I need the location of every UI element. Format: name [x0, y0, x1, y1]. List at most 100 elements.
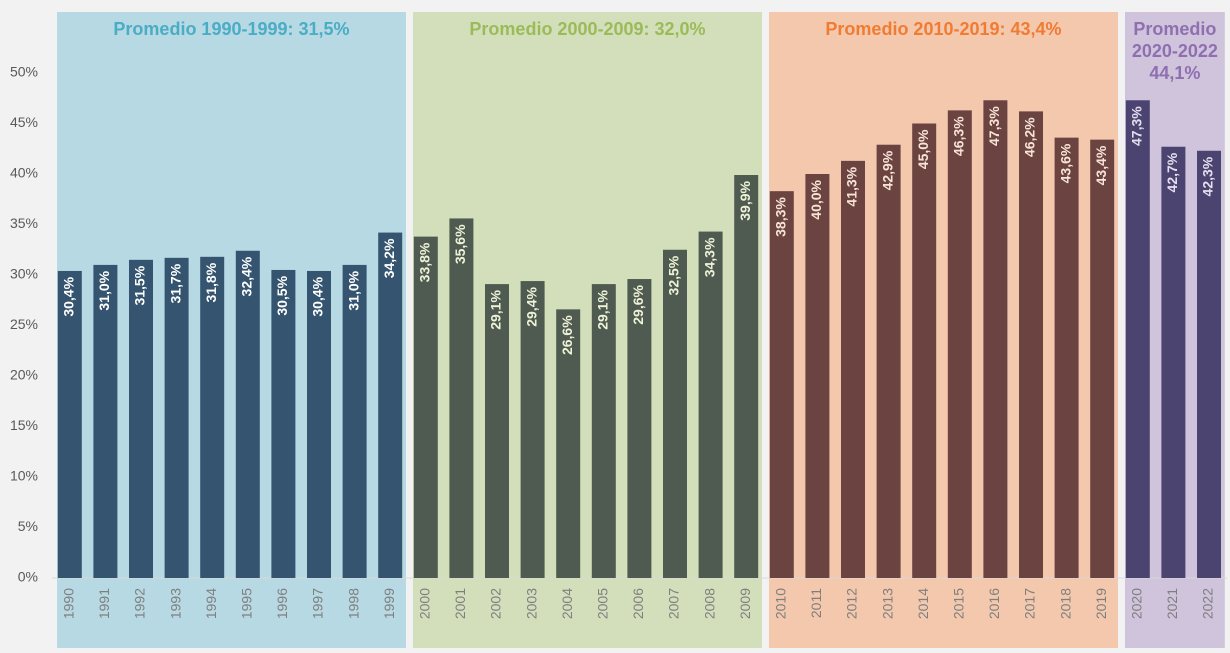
value-label: 30,4% [61, 276, 77, 316]
value-label: 45,0% [915, 129, 931, 169]
x-tick-label: 1998 [345, 588, 361, 619]
value-label: 38,3% [773, 197, 789, 237]
bar [129, 259, 153, 578]
group-title: 44,1% [1149, 63, 1200, 83]
value-label: 30,4% [310, 276, 326, 316]
value-label: 31,8% [203, 262, 219, 302]
y-tick-label: 0% [18, 569, 38, 585]
group-title: Promedio [1133, 19, 1216, 39]
x-tick-label: 2010 [773, 588, 789, 619]
x-tick-label: 2008 [701, 588, 717, 619]
value-label: 29,4% [523, 287, 539, 327]
bar [769, 191, 794, 579]
bar [698, 231, 723, 578]
x-tick-label: 1996 [274, 588, 290, 619]
bar [307, 270, 331, 578]
value-label: 34,2% [381, 238, 397, 278]
bar [876, 144, 901, 578]
value-label: 43,4% [1093, 145, 1109, 185]
x-tick-label: 2007 [666, 588, 682, 619]
value-label: 32,4% [239, 256, 255, 296]
x-tick-label: 2005 [595, 588, 611, 619]
x-tick-label: 2006 [630, 588, 646, 619]
value-label: 46,2% [1022, 117, 1038, 157]
bar [449, 218, 474, 578]
value-label: 31,7% [167, 263, 183, 303]
value-label: 33,8% [417, 242, 433, 282]
bar [841, 160, 865, 578]
y-tick-label: 50% [10, 64, 38, 80]
value-label: 26,6% [559, 315, 575, 355]
bar [1019, 111, 1043, 578]
y-tick-label: 10% [10, 468, 38, 484]
bar [1125, 100, 1150, 579]
y-tick-label: 40% [10, 165, 38, 181]
x-tick-label: 1999 [381, 588, 397, 619]
value-label: 47,3% [1129, 106, 1145, 146]
x-tick-label: 2001 [452, 588, 468, 619]
bar [983, 100, 1008, 579]
value-label: 34,3% [701, 237, 717, 277]
bar [663, 249, 687, 578]
value-label: 32,5% [666, 255, 682, 295]
bar [1197, 150, 1221, 578]
x-tick-label: 1991 [96, 588, 112, 619]
bar [413, 236, 438, 578]
value-label: 29,6% [630, 284, 646, 324]
value-label: 42,9% [879, 150, 895, 190]
x-tick-label: 1992 [132, 588, 148, 619]
y-tick-label: 35% [10, 215, 38, 231]
value-label: 41,3% [844, 166, 860, 206]
bar [734, 175, 759, 578]
bar [235, 250, 260, 578]
group-title: 2020-2022 [1132, 41, 1218, 61]
x-tick-label: 2019 [1093, 588, 1109, 619]
bar [627, 279, 652, 578]
bar [591, 284, 616, 578]
x-tick-label: 2000 [417, 588, 433, 619]
bar [485, 284, 509, 578]
bar [947, 110, 972, 579]
bar [556, 309, 581, 578]
y-tick-label: 20% [10, 367, 38, 383]
y-tick-label: 5% [18, 518, 38, 534]
bar [57, 270, 82, 578]
value-label: 29,1% [595, 290, 611, 330]
x-tick-label: 2016 [986, 588, 1002, 619]
value-label: 31,0% [345, 270, 361, 310]
y-tick-label: 25% [10, 316, 38, 332]
bar [378, 232, 403, 578]
bar [164, 257, 189, 578]
y-tick-label: 30% [10, 266, 38, 282]
bar [1161, 146, 1186, 579]
value-label: 35,6% [452, 224, 468, 264]
value-label: 31,5% [132, 265, 148, 305]
bar [1090, 139, 1115, 578]
value-label: 39,9% [737, 180, 753, 220]
bar [93, 264, 118, 578]
group-title: Promedio 2000-2009: 32,0% [469, 19, 705, 39]
x-tick-label: 2015 [951, 588, 967, 619]
x-tick-label: 2011 [808, 588, 824, 618]
bar [271, 269, 296, 578]
value-label: 47,3% [986, 106, 1002, 146]
y-tick-label: 15% [10, 417, 38, 433]
x-tick-label: 1997 [310, 588, 326, 619]
value-label: 42,7% [1164, 152, 1180, 192]
value-label: 42,3% [1200, 156, 1216, 196]
x-tick-label: 2020 [1129, 588, 1145, 619]
value-label: 43,6% [1057, 143, 1073, 183]
x-tick-label: 2022 [1200, 588, 1216, 619]
x-tick-label: 2002 [488, 588, 504, 619]
x-tick-label: 1994 [203, 588, 219, 619]
bar [1054, 137, 1079, 578]
value-label: 30,5% [274, 275, 290, 315]
value-label: 31,0% [96, 270, 112, 310]
bar [520, 281, 545, 578]
x-tick-label: 2004 [559, 588, 575, 619]
x-tick-label: 2017 [1022, 588, 1038, 619]
bar [342, 264, 367, 578]
x-tick-label: 1995 [239, 588, 255, 619]
x-tick-label: 2003 [523, 588, 539, 619]
